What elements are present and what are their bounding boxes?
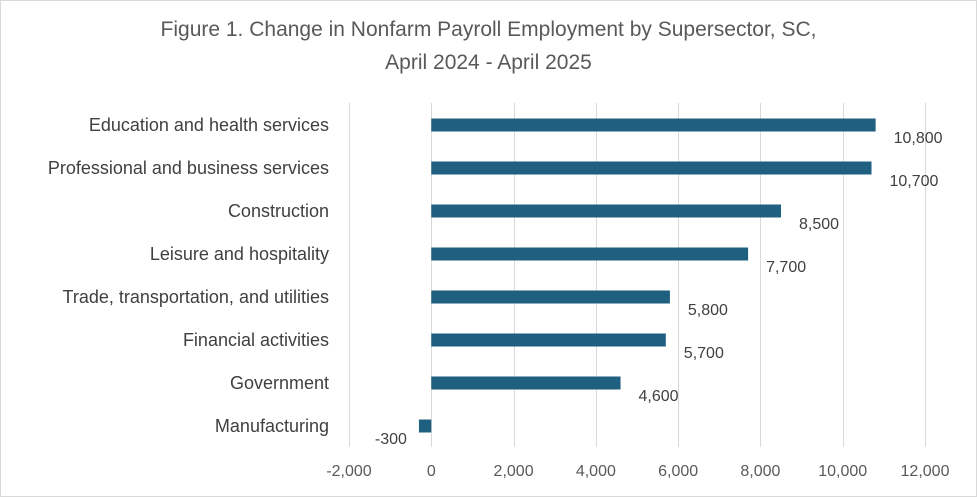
x-tick-label: 12,000 <box>901 463 950 480</box>
x-tick-label: 8,000 <box>740 463 780 480</box>
data-labels: 10,800 10,700 8,500 7,700 5,800 5,700 4,600 -30… <box>375 130 943 448</box>
category-label: Leisure and hospitality <box>150 244 329 264</box>
category-label: Financial activities <box>183 330 329 350</box>
bar <box>431 118 876 132</box>
category-label: Trade, transportation, and utilities <box>63 287 329 307</box>
bars <box>418 118 876 433</box>
category-label: Professional and business services <box>48 158 329 178</box>
category-labels: Education and health services Professiona… <box>48 115 329 436</box>
data-label: 5,700 <box>684 345 724 362</box>
x-tick-label: 2,000 <box>494 463 534 480</box>
category-label: Construction <box>228 201 329 221</box>
bar <box>431 333 666 347</box>
bar <box>431 204 781 218</box>
category-label: Education and health services <box>89 115 329 135</box>
data-label: 10,700 <box>890 173 939 190</box>
bar <box>431 161 872 175</box>
bar <box>431 376 621 390</box>
data-label: -300 <box>375 431 407 448</box>
data-label: 4,600 <box>639 388 679 405</box>
x-tick-label: 0 <box>427 463 436 480</box>
data-label: 10,800 <box>894 130 943 147</box>
x-tick-label: 4,000 <box>576 463 616 480</box>
data-label: 8,500 <box>799 216 839 233</box>
chart-title-line-2: April 2024 - April 2025 <box>385 51 592 74</box>
x-axis-tick-labels: -2,000 0 2,000 4,000 6,000 8,000 10,000 12,000 <box>326 463 949 480</box>
x-tick-label: -2,000 <box>326 463 371 480</box>
x-tick-label: 10,000 <box>818 463 867 480</box>
data-label: 7,700 <box>766 259 806 276</box>
chart-title-line-1: Figure 1. Change in Nonfarm Payroll Empl… <box>160 18 817 41</box>
bar <box>431 247 749 261</box>
category-label: Manufacturing <box>215 416 329 436</box>
category-label: Government <box>230 373 329 393</box>
gridlines <box>349 103 926 447</box>
bar <box>431 290 670 304</box>
x-tick-label: 6,000 <box>658 463 698 480</box>
bar <box>418 419 432 433</box>
data-label: 5,800 <box>688 302 728 319</box>
